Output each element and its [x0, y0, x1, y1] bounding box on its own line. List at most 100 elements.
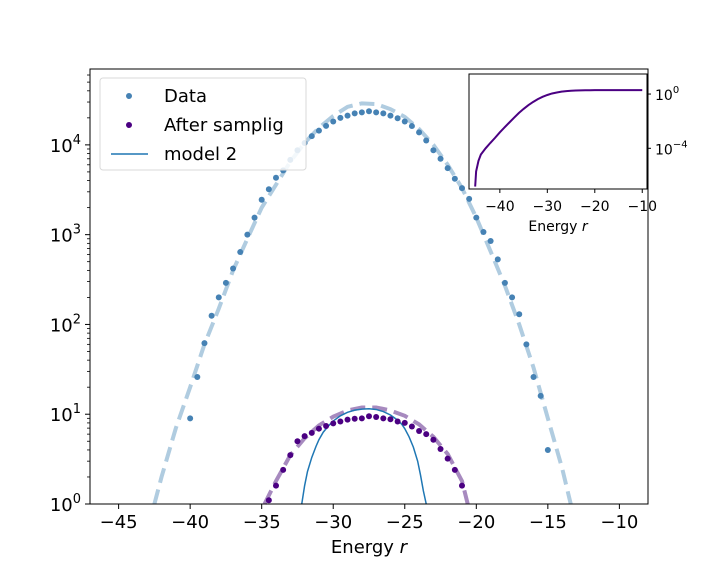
data-point	[201, 340, 208, 347]
data-point	[480, 229, 487, 236]
data-point	[337, 418, 344, 425]
data-point	[323, 122, 330, 129]
data-point	[344, 112, 351, 119]
data-point	[251, 214, 258, 221]
inset-plot: −40 −30 −20 −10 10−4 100 Energy r	[468, 73, 688, 235]
main-y-axis: 100 101 102 103 104	[50, 74, 90, 516]
data-point	[444, 455, 451, 462]
data-point	[444, 165, 451, 172]
y-tick-label: 100	[50, 492, 81, 516]
x-tick-label: −30	[314, 512, 352, 533]
legend: Data After samplig model 2	[99, 77, 307, 171]
y-tick-label: 104	[50, 133, 81, 157]
data-point	[416, 129, 423, 136]
data-point	[308, 429, 315, 436]
legend-marker	[126, 93, 132, 99]
data-point	[351, 415, 358, 422]
inset-curve	[474, 89, 643, 187]
inset-x-tick-label: −20	[580, 199, 610, 215]
x-tick-label: −25	[386, 512, 424, 533]
data-point	[330, 118, 337, 125]
data-point	[473, 214, 480, 221]
data-point	[258, 196, 265, 203]
data-point	[273, 482, 279, 489]
data-point	[315, 127, 322, 134]
legend-item-data: Data	[126, 86, 207, 107]
data-point	[308, 133, 315, 140]
data-point	[315, 425, 322, 432]
data-point	[416, 428, 423, 435]
data-point	[466, 195, 473, 202]
x-tick-label: −10	[600, 512, 638, 533]
data-point	[215, 294, 222, 301]
data-point	[537, 392, 544, 399]
x-tick-label: −15	[529, 512, 567, 533]
data-point	[265, 497, 272, 504]
data-point	[437, 445, 444, 452]
data-point	[380, 110, 387, 117]
legend-item-model-2: model 2	[111, 144, 237, 165]
x-tick-label: −40	[171, 512, 209, 533]
data-point	[394, 115, 401, 122]
data-point	[430, 147, 437, 154]
data-point	[323, 422, 330, 429]
data-point	[380, 415, 387, 422]
inset-series-layer	[474, 89, 643, 187]
data-point	[387, 112, 394, 119]
data-point	[394, 418, 401, 425]
legend-item-after-samplig: After samplig	[126, 115, 284, 136]
data-point	[366, 413, 372, 420]
x-tick-label: −35	[243, 512, 281, 533]
data-point	[523, 341, 530, 348]
legend-frame	[99, 77, 307, 171]
x-tick-label: −45	[100, 512, 138, 533]
data-point	[430, 436, 437, 443]
data-point	[516, 311, 523, 318]
legend-label: model 2	[164, 144, 237, 165]
data-point	[287, 452, 294, 459]
inset-y-tick-label: 100	[655, 85, 679, 104]
data-point	[401, 419, 408, 426]
data-point	[358, 415, 365, 422]
legend-label: Data	[164, 86, 207, 107]
data-point	[222, 279, 229, 286]
series-after-samplig	[265, 413, 465, 504]
data-point	[280, 466, 287, 473]
data-point	[544, 446, 551, 453]
data-point	[208, 312, 215, 319]
data-point	[330, 420, 337, 427]
y-tick-label: 103	[50, 223, 81, 247]
data-point	[437, 155, 444, 162]
data-point	[237, 249, 244, 256]
data-point	[387, 416, 394, 423]
x-tick-label: −20	[457, 512, 495, 533]
data-point	[194, 373, 201, 380]
data-point	[273, 174, 279, 181]
inset-x-axis: −40 −30 −20 −10	[485, 189, 657, 215]
main-series-layer	[152, 101, 573, 505]
inset-y-tick-label: 10−4	[655, 139, 688, 158]
y-tick-label: 101	[50, 402, 81, 426]
inset-x-tick-label: −40	[485, 199, 515, 215]
data-point	[373, 109, 380, 116]
data-point	[265, 186, 272, 193]
data-point	[459, 185, 465, 192]
data-point	[187, 415, 194, 422]
y-tick-label: 102	[50, 312, 81, 336]
data-point	[451, 466, 458, 473]
data-point	[301, 433, 308, 440]
data-point	[358, 109, 365, 116]
main-axes-frame	[89, 68, 649, 505]
inset-y-axis: 10−4 100	[647, 85, 688, 158]
data-point	[408, 423, 415, 430]
data-point	[408, 123, 415, 130]
data-point	[530, 373, 537, 380]
legend-marker	[126, 122, 132, 128]
main-x-axis-title: Energy r	[331, 537, 409, 558]
data-point	[351, 110, 358, 117]
series-model-2-line	[301, 408, 427, 505]
data-point	[244, 231, 251, 238]
data-point	[459, 482, 465, 489]
data-point	[337, 114, 344, 121]
main-plot: −45 −40 −35 −30 −25 −20 −15 −10 100 101 102 103 104…	[50, 68, 649, 558]
